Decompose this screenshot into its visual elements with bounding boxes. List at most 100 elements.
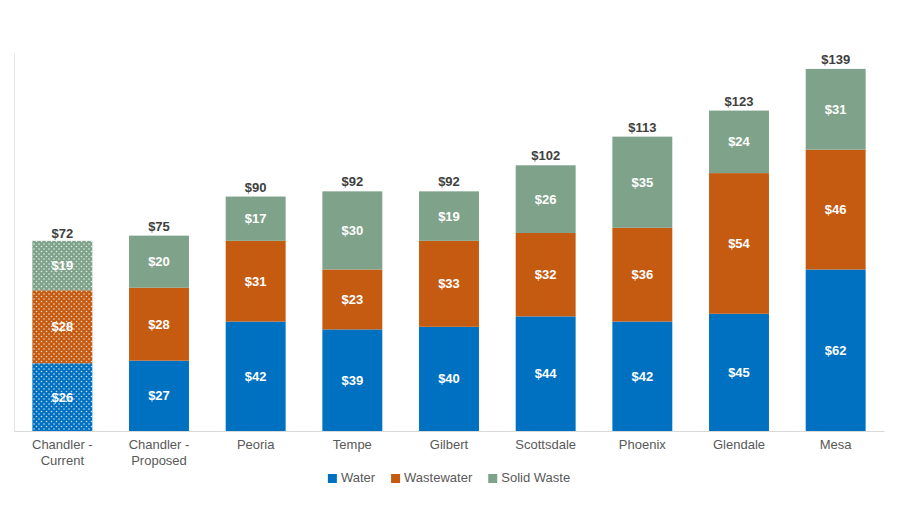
data-label: $19 [51,258,73,273]
legend-item: Wastewater [391,470,473,485]
bar-segment [226,241,286,322]
bar-segment [226,322,286,431]
bar-segment [322,329,382,431]
tick-label: Chandler -Current [32,437,93,468]
bar-segment [129,288,189,361]
tick-label-line: Glendale [713,437,765,452]
data-label: $30 [341,223,363,238]
data-label: $32 [535,267,557,282]
bar-segment [709,111,769,174]
bar-segment [516,165,576,233]
bar-segment [322,269,382,329]
data-label: $62 [825,343,847,358]
tick: Scottsdale [515,431,576,452]
data-label: $28 [51,319,73,334]
bar-segment [32,363,92,431]
tick: Tempe [333,431,372,452]
legend-swatch [328,474,337,483]
bar-segment [419,241,479,327]
data-label: $36 [631,267,653,282]
data-labels: $26 $27 $42 $39 $40 $44 $42 $45 $62 $28 $28 $31 $23 $… [51,52,850,405]
tick-label-line: Phoenix [619,437,666,452]
bar-segment [322,191,382,269]
chart: Chandler -CurrentChandler -ProposedPeori… [0,0,898,519]
tick: Chandler -Proposed [129,431,190,468]
bar-segment [226,197,286,241]
bar-segment [32,290,92,363]
legend: Water Wastewater Solid Waste [328,470,570,485]
data-label: $28 [148,317,170,332]
bar-segment [129,236,189,288]
bar-segment [32,241,92,290]
data-label: $27 [148,388,170,403]
data-label: $31 [825,102,847,117]
tick: Peoria [237,431,275,452]
total-label: $113 [628,120,656,135]
data-label: $54 [728,236,750,251]
tick-label: Scottsdale [515,437,576,452]
legend-item: Water [328,470,376,485]
bar-segment [612,228,672,322]
total-label: $72 [51,226,73,241]
legend-label: Wastewater [404,470,473,485]
bar-segment [419,191,479,240]
data-label: $39 [341,373,363,388]
legend-swatch [391,474,400,483]
data-label: $20 [148,254,170,269]
data-label: $26 [535,192,557,207]
bar-segment [806,269,866,431]
tick-label-line: Chandler - [129,437,190,452]
bar-segment [612,322,672,431]
data-label: $19 [438,209,460,224]
tick-label: Phoenix [619,437,666,452]
bar-segment [516,316,576,431]
total-label: $92 [341,174,363,189]
tick: Chandler -Current [32,431,93,468]
y-axis [14,54,15,432]
bar-segment [709,314,769,431]
tick-label: Glendale [713,437,765,452]
tick: Mesa [820,431,853,452]
data-label: $24 [728,134,750,149]
data-label: $46 [825,202,847,217]
bar-segment [806,150,866,270]
tick-label: Peoria [237,437,275,452]
total-label: $123 [725,94,754,109]
tick-label: Mesa [820,437,853,452]
tick-label: Tempe [333,437,372,452]
data-label: $17 [245,211,267,226]
bar-segment [419,327,479,431]
bar-segment [612,137,672,228]
total-label: $139 [821,52,850,67]
data-label: $23 [341,292,363,307]
legend-label: Water [341,470,376,485]
tick: Phoenix [619,431,666,452]
bar-segment [709,173,769,314]
total-label: $102 [531,148,560,163]
x-axis-line [15,431,885,432]
bar-segment [806,69,866,150]
tick-label: Gilbert [430,437,469,452]
data-label: $26 [51,390,73,405]
legend-swatch [488,474,497,483]
data-label: $35 [631,175,653,190]
bar-segment [129,361,189,431]
tick-label-line: Proposed [131,453,187,468]
data-label: $33 [438,276,460,291]
legend-label: Solid Waste [501,470,570,485]
tick-label-line: Chandler - [32,437,93,452]
series [32,150,865,364]
data-label: $40 [438,371,460,386]
legend-item: Solid Waste [488,470,570,485]
tick-label: Chandler -Proposed [129,437,190,468]
tick-label-line: Current [41,453,85,468]
bar-segment [516,233,576,316]
data-label: $44 [535,366,557,381]
series [32,69,865,290]
data-label: $42 [631,369,653,384]
data-label: $42 [245,369,267,384]
total-label: $90 [245,180,267,195]
tick-label-line: Gilbert [430,437,469,452]
tick: Gilbert [430,431,469,452]
data-label: $45 [728,365,750,380]
